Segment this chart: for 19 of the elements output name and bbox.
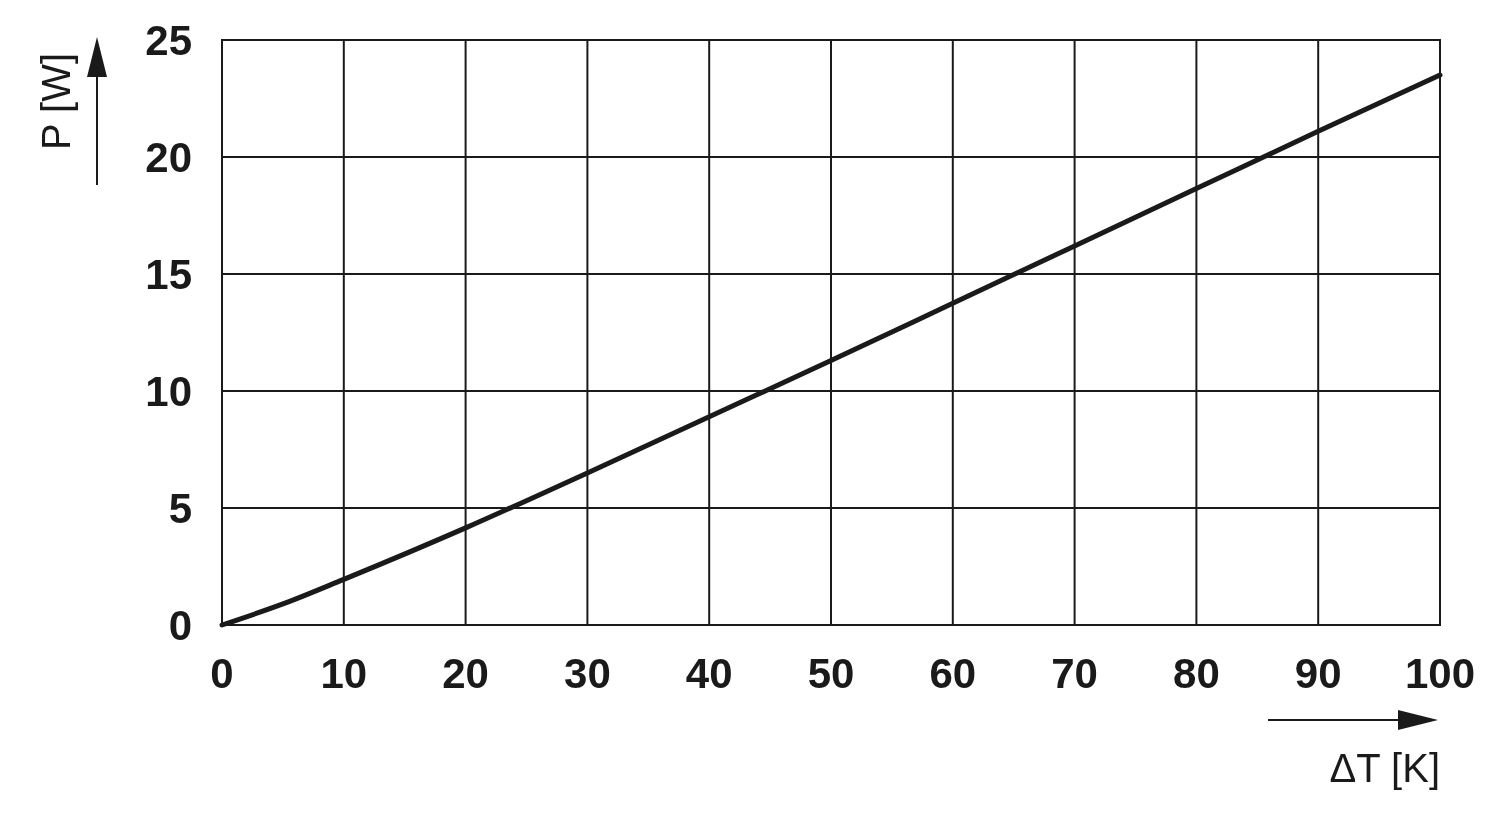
y-tick-label: 25 [145,17,192,64]
x-tick-label: 0 [210,650,234,697]
x-tick-label: 90 [1294,650,1342,697]
x-tick-label: 10 [320,650,368,697]
x-axis-title: ΔT [K] [1329,746,1440,790]
y-tick-label: 15 [145,251,192,298]
x-tick-label: 20 [442,650,489,697]
x-tick-label: 70 [1051,650,1098,697]
y-axis-title: P [W] [34,52,78,150]
x-tick-label: 30 [564,650,611,697]
x-tick-label: 80 [1173,650,1220,697]
y-tick-label: 20 [145,134,192,181]
y-tick-label: 10 [145,368,192,415]
x-tick-label: 60 [929,650,977,697]
x-tick-label: 40 [685,650,733,697]
x-tick-label: 50 [807,650,855,697]
y-tick-label: 5 [168,485,192,532]
x-tick-label: 100 [1404,650,1476,697]
y-tick-label: 0 [168,602,192,649]
